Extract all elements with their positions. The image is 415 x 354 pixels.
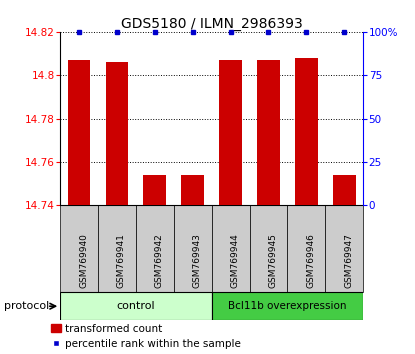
Text: GSM769947: GSM769947 [344,233,353,288]
Bar [212,292,363,320]
Bar [144,175,166,205]
Bar [333,175,356,205]
Bar [295,58,318,205]
Text: GSM769946: GSM769946 [306,233,315,288]
Bar [325,205,363,292]
Bar [98,205,136,292]
Bar [105,62,128,205]
Text: GSM769941: GSM769941 [117,233,126,288]
Text: GSM769944: GSM769944 [231,233,239,288]
Bar [174,205,212,292]
Bar [212,205,249,292]
Text: GSM769943: GSM769943 [193,233,202,288]
Bar [287,205,325,292]
Text: control: control [117,301,155,311]
Text: GSM769940: GSM769940 [79,233,88,288]
Bar [257,60,280,205]
Legend: transformed count, percentile rank within the sample: transformed count, percentile rank withi… [51,324,241,349]
Title: GDS5180 / ILMN_2986393: GDS5180 / ILMN_2986393 [121,17,303,31]
Text: GSM769945: GSM769945 [269,233,278,288]
Bar [60,205,98,292]
Bar [68,60,90,205]
Bar [136,205,174,292]
Bar [181,175,204,205]
Text: protocol: protocol [4,301,49,311]
Bar [219,60,242,205]
Bar [60,292,212,320]
Text: Bcl11b overexpression: Bcl11b overexpression [228,301,347,311]
Text: GSM769942: GSM769942 [155,233,164,288]
Bar [249,205,287,292]
